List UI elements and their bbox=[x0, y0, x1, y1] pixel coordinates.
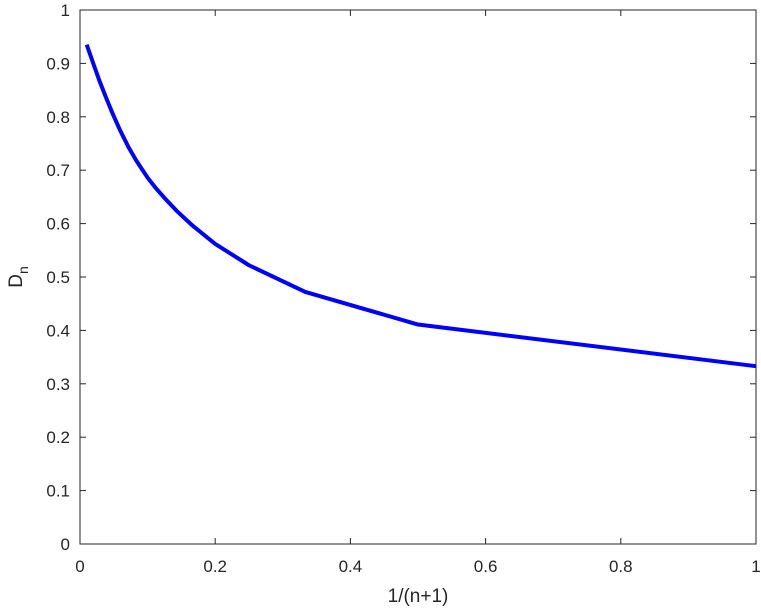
svg-text:Dn: Dn bbox=[6, 266, 31, 288]
y-tick-label: 0.9 bbox=[46, 54, 70, 73]
y-tick-label: 0.6 bbox=[46, 215, 70, 234]
y-tick-label: 0.7 bbox=[46, 161, 70, 180]
series-line-0 bbox=[84, 44, 757, 369]
x-tick-label: 0.4 bbox=[339, 557, 363, 576]
y-tick-label: 0.5 bbox=[46, 268, 70, 287]
x-axis-label: 1/(n+1) bbox=[388, 586, 449, 607]
y-tick-label: 0.3 bbox=[46, 375, 70, 394]
y-tick-label: 0.1 bbox=[46, 482, 70, 501]
y-axis-label-subscript: n bbox=[15, 266, 31, 274]
x-tick-label: 0 bbox=[75, 557, 84, 576]
x-axis-ticks: 0 0.2 0.4 0.6 0.8 1 bbox=[75, 10, 761, 576]
y-axis-ticks: 0 0.1 0.2 0.3 0.4 0.5 0.6 0.7 0.8 0.9 1 bbox=[46, 1, 756, 554]
y-tick-label: 0.4 bbox=[46, 321, 70, 340]
y-tick-label: 0.2 bbox=[46, 428, 70, 447]
x-tick-label: 1 bbox=[751, 557, 760, 576]
plot-area bbox=[79, 9, 757, 545]
y-axis-label-main: D bbox=[6, 274, 27, 288]
y-tick-label: 1 bbox=[61, 1, 70, 20]
series-layer bbox=[84, 44, 757, 369]
x-tick-label: 0.6 bbox=[474, 557, 498, 576]
y-axis-label: Dn bbox=[6, 266, 31, 288]
x-tick-label: 0.8 bbox=[609, 557, 633, 576]
x-tick-label: 0.2 bbox=[203, 557, 227, 576]
y-tick-label: 0.8 bbox=[46, 108, 70, 127]
y-tick-label: 0 bbox=[61, 535, 70, 554]
